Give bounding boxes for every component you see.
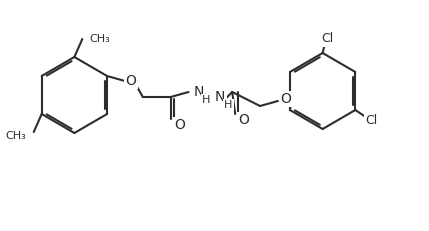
Text: O: O [239, 113, 250, 127]
Text: CH₃: CH₃ [5, 131, 26, 141]
Text: O: O [174, 118, 185, 132]
Text: H: H [202, 95, 211, 105]
Text: O: O [281, 92, 291, 106]
Text: Cl: Cl [321, 33, 334, 46]
Text: N: N [215, 90, 226, 104]
Text: N: N [193, 85, 204, 99]
Text: O: O [125, 74, 136, 88]
Text: Cl: Cl [365, 113, 378, 127]
Text: H: H [224, 100, 233, 110]
Text: CH₃: CH₃ [89, 34, 110, 44]
